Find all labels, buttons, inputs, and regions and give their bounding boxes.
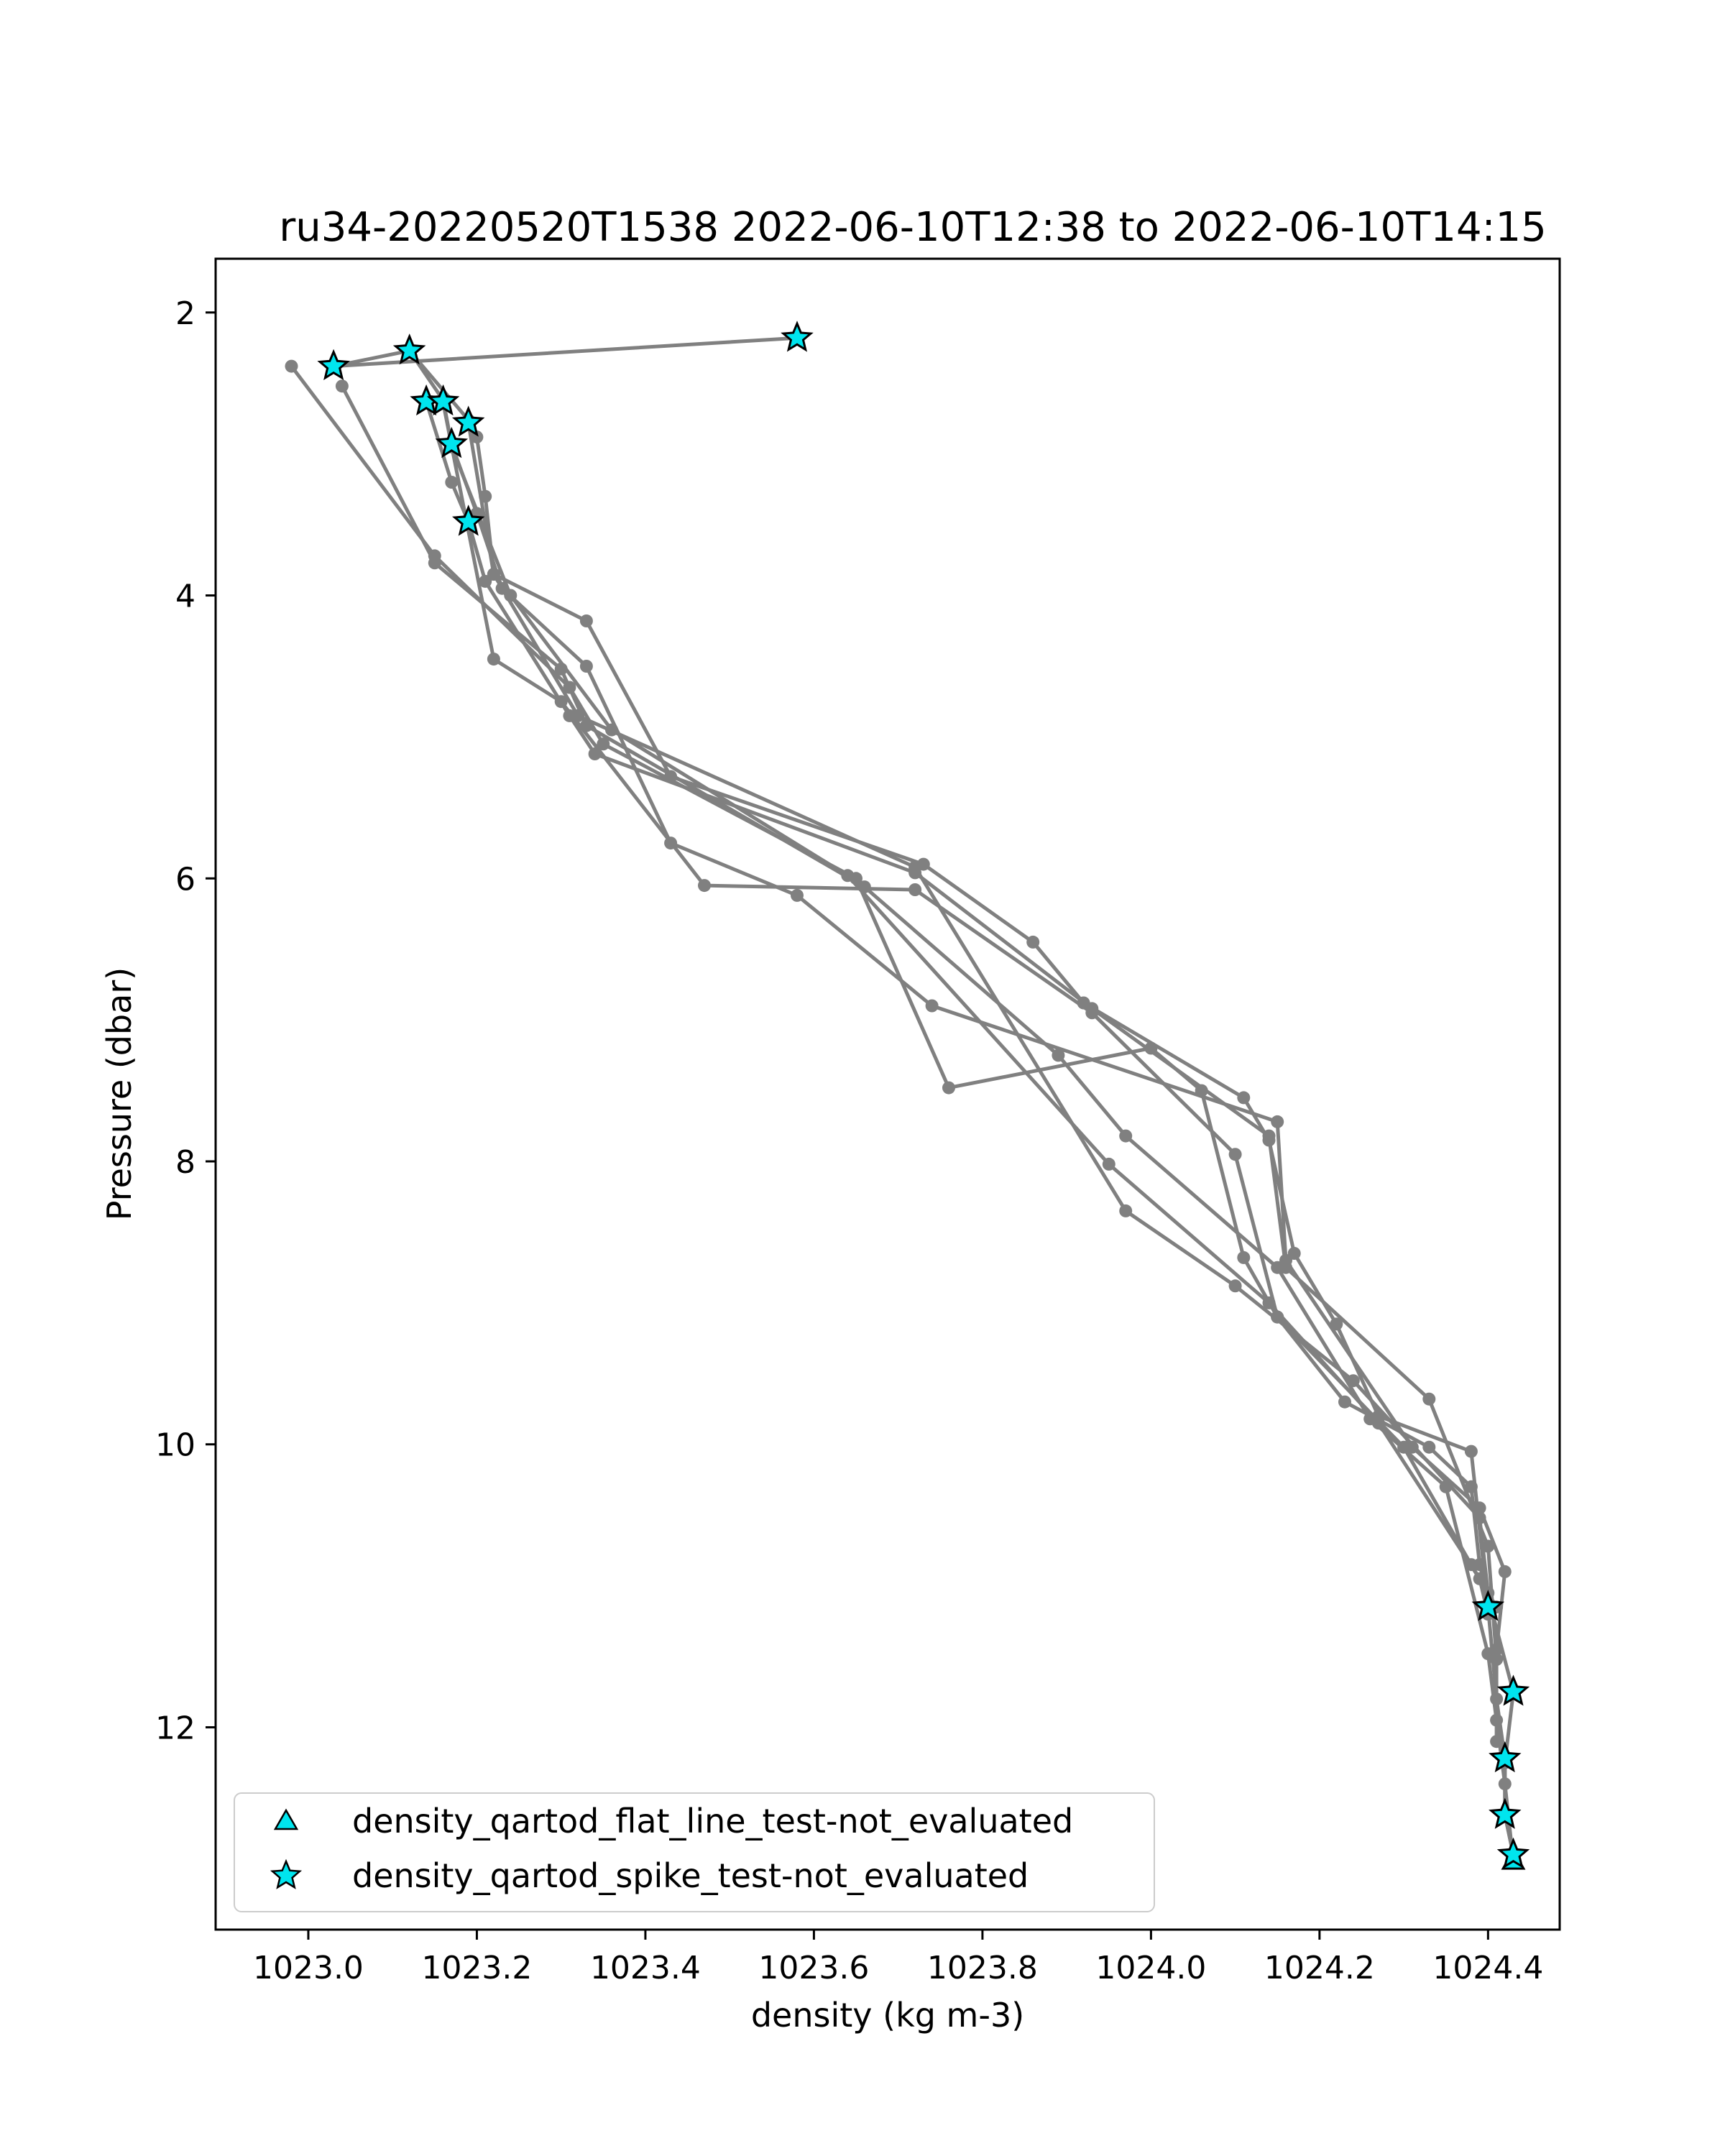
profile-point (1262, 1296, 1276, 1309)
profile-point (1279, 1261, 1292, 1274)
legend-triangle-marker-icon (273, 1808, 299, 1830)
x-tick-label: 1023.8 (927, 1950, 1038, 1986)
profile-point (1473, 1572, 1486, 1585)
profile-point (335, 379, 349, 393)
flag-series-2 (317, 321, 1530, 1869)
profile-point (1490, 1653, 1504, 1666)
x-tick-label: 1024.0 (1095, 1950, 1206, 1986)
profile-point (791, 888, 804, 902)
profile-point (1085, 1006, 1099, 1020)
profile-point (554, 695, 568, 709)
legend-frame (234, 1792, 1155, 1912)
profile-line (290, 365, 1515, 1856)
spike-flag-star (317, 349, 350, 380)
legend: density_qartod_flat_line_test-not_evalua… (234, 1792, 1155, 1912)
profile-point (1271, 1115, 1284, 1128)
x-tick-label: 1024.2 (1264, 1950, 1375, 1986)
legend-star-marker-icon (270, 1858, 303, 1889)
profile-point (1473, 1511, 1486, 1525)
profile-point (1346, 1374, 1360, 1388)
profile-point (1422, 1392, 1436, 1406)
spike-flag-star (451, 505, 485, 536)
profile-point (698, 879, 711, 893)
y-tick-label: 4 (175, 579, 196, 615)
profile-point (1371, 1416, 1385, 1430)
profile-point (1464, 1480, 1478, 1493)
profile-point (479, 574, 492, 588)
x-axis: 1023.0 1023.2 1023.4 1023.6 1023.8 1024.0 1024… (253, 1930, 1543, 1986)
x-tick-label: 1023.4 (590, 1950, 701, 1986)
y-tick-label: 2 (175, 295, 196, 332)
profile-point (1473, 1501, 1486, 1515)
profile-point (1422, 1440, 1436, 1454)
profile-point (1397, 1440, 1411, 1454)
profile-point (908, 860, 922, 874)
profile-point (1237, 1250, 1251, 1264)
profile-point (1228, 1279, 1242, 1293)
x-tick-label: 1023.6 (758, 1950, 869, 1986)
profile-point (841, 869, 855, 883)
profile-point (1498, 1565, 1512, 1578)
profile-point (1490, 1735, 1504, 1749)
profile-point (908, 883, 922, 896)
profile-point (1464, 1445, 1478, 1458)
y-tick-label: 12 (155, 1710, 196, 1746)
profile-point (470, 430, 484, 444)
profile-point (1237, 1091, 1251, 1105)
x-tick-label: 1023.2 (421, 1950, 532, 1986)
chart-title: ru34-20220520T1538 2022-06-10T12:38 to 2… (279, 204, 1546, 251)
plot-area (285, 321, 1530, 1870)
profile-point (597, 737, 610, 751)
profile-point (428, 556, 441, 570)
profile-point (579, 660, 593, 673)
spike-flag-star (392, 333, 426, 365)
profile-point (487, 568, 500, 581)
legend-entry-spike: density_qartod_spike_test-not_evaluated (352, 1856, 1029, 1895)
y-axis-label: Pressure (dbar) (100, 967, 139, 1220)
spike-flag-star (426, 384, 460, 416)
y-axis: 2 4 6 8 10 12 (155, 295, 216, 1746)
profile-point (445, 476, 459, 489)
profile-point (1052, 1049, 1065, 1062)
y-tick-label: 10 (155, 1427, 196, 1464)
profile-point (1119, 1129, 1133, 1143)
spike-flag-star (451, 405, 485, 437)
profile-point (1119, 1204, 1133, 1217)
profile-point (1102, 1157, 1116, 1171)
profile-point (1498, 1777, 1512, 1791)
x-axis-label: density (kg m-3) (751, 1996, 1024, 2035)
x-tick-label: 1024.4 (1432, 1950, 1543, 1986)
y-tick-label: 6 (175, 861, 196, 898)
spike-flag-star (1496, 1674, 1530, 1706)
spike-flag-star (1489, 1797, 1522, 1829)
profile-point (579, 614, 593, 627)
legend-entry-flat-line: density_qartod_flat_line_test-not_evalua… (352, 1802, 1073, 1841)
profile-point (942, 1081, 955, 1095)
profile-point (1338, 1395, 1351, 1409)
y-tick-label: 8 (175, 1144, 196, 1181)
profile-point (285, 359, 298, 373)
profile-point (1026, 935, 1040, 949)
profile-point (925, 999, 939, 1013)
plot-frame (214, 257, 1561, 1931)
profile-point (487, 653, 500, 666)
spike-flag-star (781, 321, 814, 352)
spike-flag-star (435, 427, 469, 459)
profile-point (1228, 1148, 1242, 1161)
profile-point (571, 709, 585, 722)
spike-flag-star (1496, 1837, 1530, 1869)
profile-point (1262, 1129, 1276, 1143)
spike-flag-star (1489, 1741, 1522, 1773)
spike-flag-star (1471, 1590, 1505, 1621)
x-tick-label: 1023.0 (253, 1950, 364, 1986)
